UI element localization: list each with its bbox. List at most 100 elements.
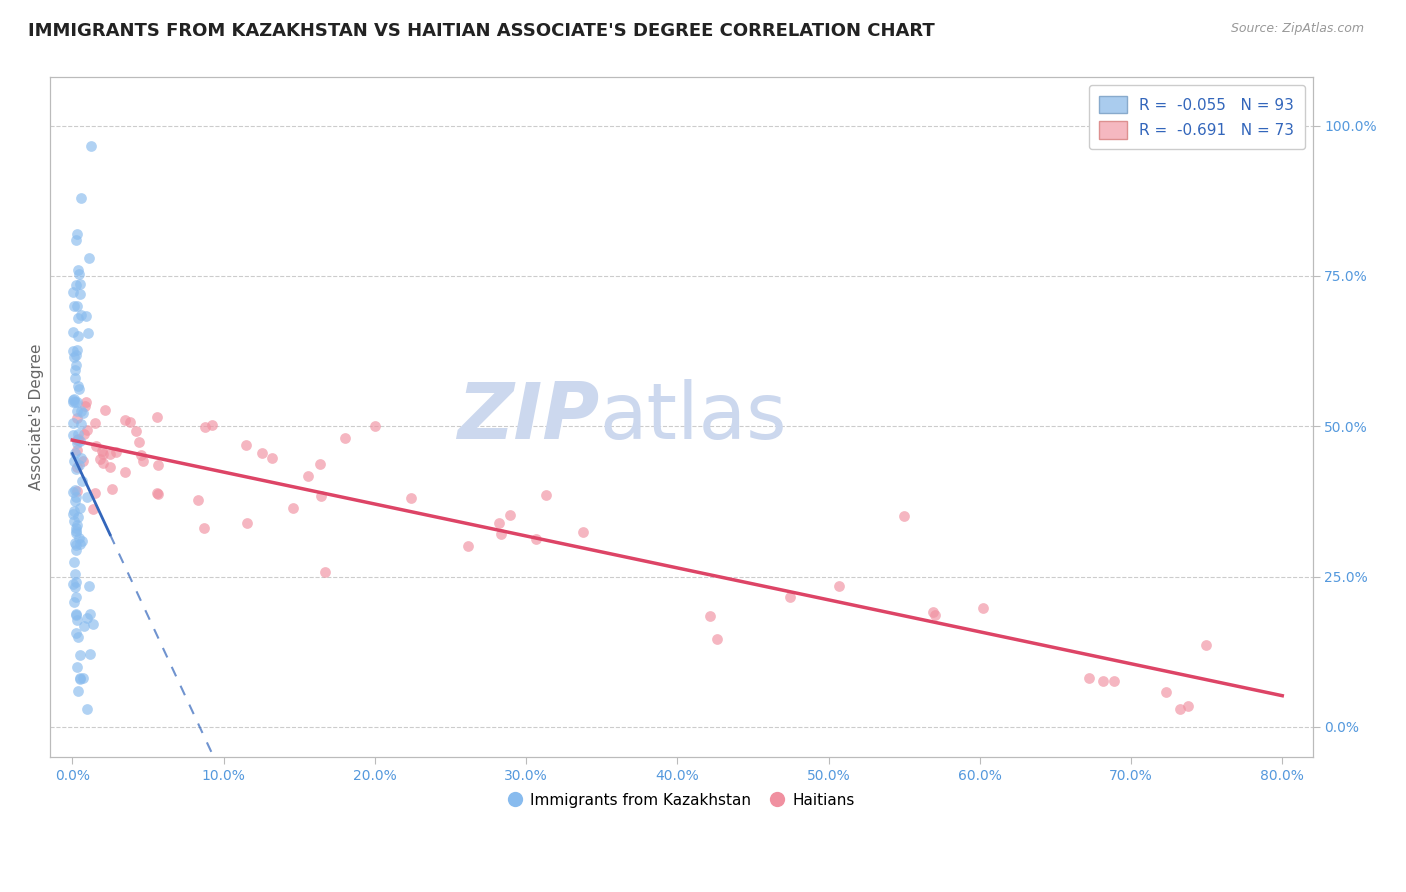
Point bbox=[65, 538, 87, 552]
Point bbox=[66, 343, 89, 357]
Point bbox=[201, 418, 224, 433]
Point bbox=[250, 446, 273, 460]
Point bbox=[62, 454, 84, 468]
Point bbox=[69, 671, 91, 685]
Point bbox=[62, 416, 84, 430]
Point bbox=[75, 399, 97, 413]
Point bbox=[1177, 699, 1199, 714]
Point bbox=[63, 363, 86, 377]
Point bbox=[65, 277, 87, 292]
Point bbox=[534, 488, 557, 502]
Point bbox=[62, 394, 84, 409]
Point bbox=[67, 263, 90, 277]
Point bbox=[80, 138, 103, 153]
Text: IMMIGRANTS FROM KAZAKHSTAN VS HAITIAN ASSOCIATE'S DEGREE CORRELATION CHART: IMMIGRANTS FROM KAZAKHSTAN VS HAITIAN AS… bbox=[28, 22, 935, 40]
Point bbox=[893, 509, 915, 524]
Point bbox=[62, 343, 84, 358]
Point bbox=[114, 413, 136, 427]
Point bbox=[66, 436, 89, 450]
Point bbox=[62, 325, 84, 339]
Point bbox=[62, 485, 84, 500]
Point bbox=[70, 475, 93, 489]
Point bbox=[70, 404, 93, 418]
Point bbox=[65, 524, 87, 539]
Text: Source: ZipAtlas.com: Source: ZipAtlas.com bbox=[1230, 22, 1364, 36]
Point bbox=[706, 632, 728, 647]
Point bbox=[66, 434, 89, 448]
Point bbox=[69, 417, 91, 432]
Point bbox=[65, 574, 87, 589]
Point bbox=[73, 619, 96, 633]
Point bbox=[194, 420, 217, 434]
Point bbox=[63, 535, 86, 549]
Point bbox=[76, 423, 98, 437]
Point bbox=[77, 326, 100, 340]
Point bbox=[69, 434, 91, 448]
Point bbox=[66, 378, 89, 392]
Point bbox=[72, 671, 94, 685]
Point bbox=[281, 501, 304, 516]
Point bbox=[77, 251, 100, 265]
Point bbox=[82, 501, 104, 516]
Point bbox=[65, 626, 87, 640]
Point bbox=[62, 555, 84, 569]
Point bbox=[66, 395, 89, 409]
Y-axis label: Associate's Degree: Associate's Degree bbox=[30, 344, 44, 491]
Point bbox=[90, 444, 112, 458]
Point bbox=[69, 648, 91, 662]
Point bbox=[79, 647, 101, 661]
Point bbox=[146, 458, 169, 473]
Point bbox=[63, 392, 86, 407]
Point bbox=[1091, 673, 1114, 688]
Point bbox=[120, 415, 142, 429]
Point bbox=[66, 659, 89, 673]
Point bbox=[65, 521, 87, 535]
Point bbox=[364, 419, 387, 434]
Point bbox=[62, 507, 84, 521]
Point bbox=[65, 461, 87, 475]
Point bbox=[114, 465, 136, 479]
Point bbox=[67, 630, 90, 644]
Point bbox=[1078, 671, 1101, 685]
Point bbox=[63, 595, 86, 609]
Point bbox=[67, 683, 90, 698]
Point bbox=[63, 371, 86, 385]
Point bbox=[76, 490, 98, 504]
Point bbox=[75, 309, 97, 323]
Point bbox=[66, 518, 89, 533]
Point bbox=[491, 527, 513, 541]
Point bbox=[70, 451, 93, 466]
Point bbox=[297, 469, 319, 483]
Point bbox=[63, 446, 86, 460]
Point bbox=[66, 613, 89, 627]
Point bbox=[146, 487, 169, 501]
Point bbox=[72, 427, 94, 442]
Point bbox=[146, 485, 169, 500]
Point bbox=[314, 565, 336, 579]
Point bbox=[67, 382, 90, 396]
Point bbox=[399, 491, 422, 505]
Point bbox=[66, 329, 89, 343]
Point bbox=[488, 516, 510, 531]
Point bbox=[62, 576, 84, 591]
Point bbox=[94, 402, 117, 417]
Point bbox=[922, 605, 945, 619]
Point bbox=[187, 493, 209, 508]
Point bbox=[67, 433, 90, 447]
Point bbox=[65, 607, 87, 622]
Legend: Immigrants from Kazakhstan, Haitians: Immigrants from Kazakhstan, Haitians bbox=[501, 787, 860, 814]
Point bbox=[1195, 638, 1218, 652]
Point bbox=[235, 438, 257, 452]
Point bbox=[76, 702, 98, 716]
Point bbox=[66, 459, 89, 474]
Point bbox=[89, 451, 111, 466]
Point bbox=[72, 406, 94, 420]
Point bbox=[63, 503, 86, 517]
Point bbox=[67, 458, 90, 473]
Point bbox=[67, 267, 90, 281]
Point bbox=[66, 442, 89, 457]
Point bbox=[98, 446, 121, 460]
Point bbox=[262, 450, 284, 465]
Point bbox=[63, 394, 86, 409]
Point bbox=[67, 426, 90, 441]
